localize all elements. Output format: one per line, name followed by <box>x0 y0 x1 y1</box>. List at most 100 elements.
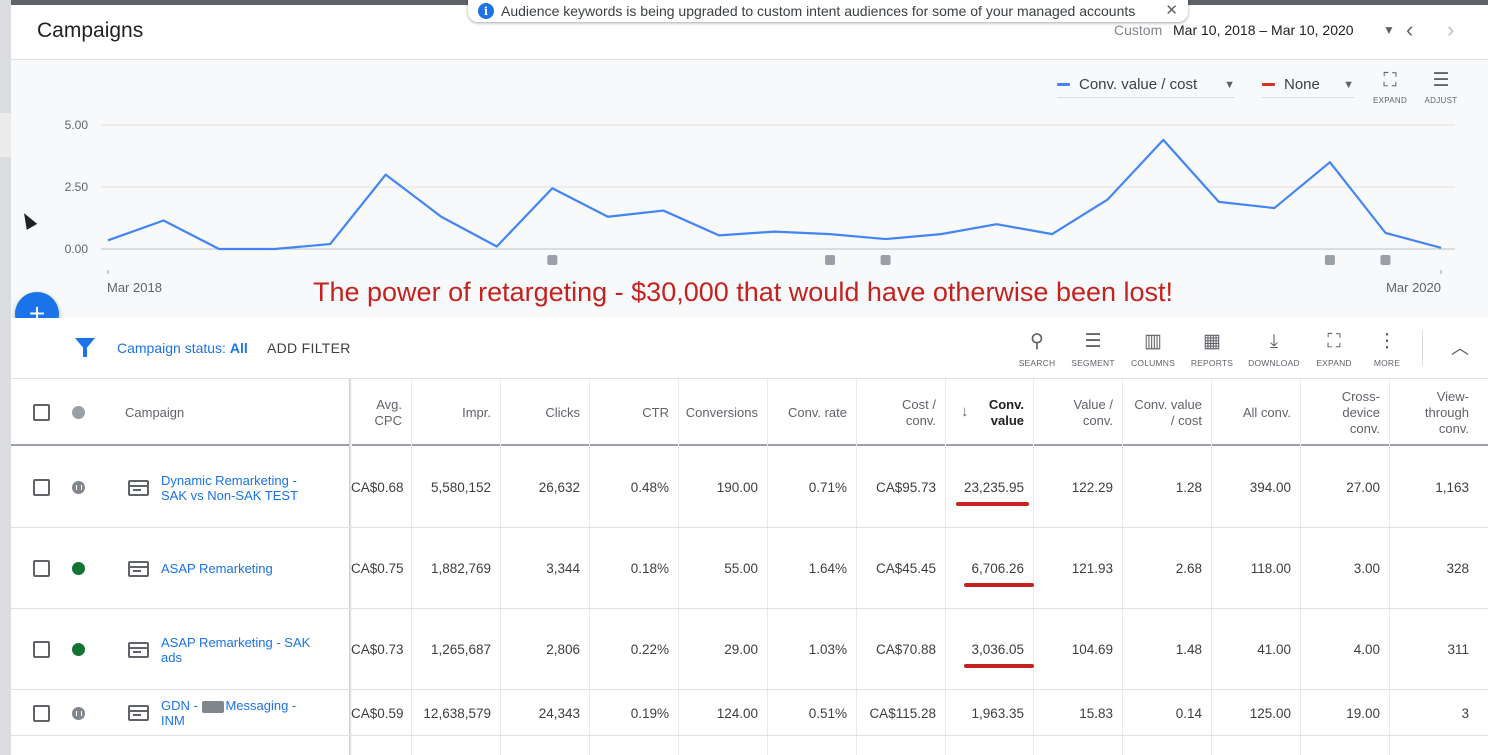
table-row[interactable]: ASAP Remarketing CA$0.75 1,882,769 3,344 0.1… <box>11 528 1488 609</box>
paused-status-icon[interactable] <box>72 706 85 720</box>
notification-text: Audience keywords is being upgraded to c… <box>501 3 1136 19</box>
column-header-ctr[interactable]: CTR <box>642 404 669 420</box>
download-icon: ⤓ <box>1269 331 1279 352</box>
column-divider <box>1033 379 1034 755</box>
cell-value: 3,036.05 <box>971 642 1024 657</box>
table-row[interactable]: ASAP Remarketing - SAK ads CA$0.73 1,265,6… <box>11 609 1488 690</box>
arrow-down-icon[interactable]: ↓ <box>961 403 969 420</box>
column-header-clicks[interactable]: Clicks <box>545 404 580 420</box>
column-header-conv-rate[interactable]: Conv. rate <box>787 404 847 420</box>
cell-value: 1,265,687 <box>430 642 491 657</box>
cell-value: 122.29 <box>1071 480 1113 495</box>
column-header-conv-value[interactable]: Conv. value <box>988 396 1024 428</box>
column-header-cost-conv[interactable]: Cost / conv. <box>902 396 936 428</box>
cell-conversions: 29.00 <box>678 609 767 690</box>
filter-icon[interactable] <box>75 338 95 357</box>
cell-ctr: 0.48% <box>589 447 678 528</box>
cell-value: 311 <box>1447 642 1469 657</box>
campaign-type-cell <box>128 609 158 690</box>
cell-value: 0.14 <box>1175 705 1202 721</box>
cell-conv-value-cost: 1.48 <box>1122 609 1211 690</box>
table-row[interactable]: GDN - Messaging - INM CA$0.59 12,638,579 24… <box>11 690 1488 736</box>
chevron-right-icon[interactable]: › <box>1447 17 1455 42</box>
toolbar-expand-button[interactable]: ⛶ EXPAND <box>1306 330 1362 368</box>
cell-value: CA$45.45 <box>875 561 936 576</box>
campaign-name-link[interactable]: Dynamic Remarketing - SAK vs Non-SAK TES… <box>161 472 299 503</box>
cell-value: CA$115.28 <box>869 705 936 721</box>
column-header-cross-device[interactable]: Cross-device conv. <box>1341 388 1380 436</box>
column-header-all-conv[interactable]: All conv. <box>1242 404 1291 420</box>
toolbar-divider <box>1422 330 1423 366</box>
cell-all-conv: 394.00 <box>1211 447 1300 528</box>
select-all-checkbox[interactable] <box>33 404 50 421</box>
row-checkbox[interactable] <box>33 479 50 496</box>
highlight-underline <box>956 501 1029 506</box>
metric-selector-label: None <box>1284 76 1320 93</box>
campaign-name-cell: Dynamic Remarketing - SAK vs Non-SAK TES… <box>161 447 331 528</box>
row-checkbox[interactable] <box>33 641 50 658</box>
cell-ctr: 0.22% <box>589 609 678 690</box>
toolbar-columns-button[interactable]: ▥ COLUMNS <box>1125 330 1181 368</box>
cell-value: 0.22% <box>630 642 669 657</box>
column-header-view-through[interactable]: View-through conv. <box>1424 388 1469 436</box>
cell-cross-device: 19.00 <box>1300 690 1389 736</box>
cell-ctr: 0.18% <box>589 528 678 609</box>
campaigns-table: Campaign Avg. CPC Impr. Clicks CTR Conve… <box>11 378 1488 755</box>
column-header-conv-value-cost[interactable]: Conv. value / cost <box>1134 396 1202 428</box>
cell-value: 2.68 <box>1175 561 1202 576</box>
redacted-text <box>202 700 225 713</box>
column-divider <box>856 379 857 755</box>
highlight-underline <box>964 582 1034 587</box>
campaign-name-link[interactable]: ASAP Remarketing - SAK ads <box>161 634 311 665</box>
expand-chart-button[interactable]: ⛶ EXPAND <box>1370 70 1410 105</box>
chevron-left-icon[interactable]: ‹ <box>1406 17 1414 42</box>
column-header-impr[interactable]: Impr. <box>462 404 491 420</box>
metric-selector-primary[interactable]: Conv. value / cost ▼ <box>1057 72 1235 98</box>
column-divider <box>349 379 352 755</box>
column-header-avg-cpc[interactable]: Avg. CPC <box>374 396 402 428</box>
column-header-conversions[interactable]: Conversions <box>685 404 758 420</box>
cell-value: 3 <box>1461 705 1469 721</box>
toolbar-download-button[interactable]: ⤓ DOWNLOAD <box>1246 330 1302 368</box>
display-campaign-icon <box>128 560 149 577</box>
campaign-name-link[interactable]: GDN - Messaging - INM <box>161 698 322 728</box>
campaign-name-link[interactable]: ASAP Remarketing <box>161 561 273 576</box>
chevron-up-icon[interactable]: ︿ <box>1451 338 1469 358</box>
column-header-value-conv[interactable]: Value / conv. <box>1073 396 1113 428</box>
display-campaign-icon <box>128 479 149 496</box>
paused-status-icon[interactable] <box>72 481 85 494</box>
metric-selector-secondary[interactable]: None ▼ <box>1262 72 1354 98</box>
toolbar-more-button[interactable]: ⋮ MORE <box>1359 330 1415 368</box>
cell-value: 2,806 <box>546 642 580 657</box>
table-row[interactable]: Dynamic Remarketing - SAK vs Non-SAK TES… <box>11 447 1488 528</box>
row-checkbox[interactable] <box>33 560 50 577</box>
toolbar-search-button[interactable]: ⚲ SEARCH <box>1009 330 1065 368</box>
cell-view-through: 328 <box>1389 528 1478 609</box>
status-cell <box>72 528 102 609</box>
cell-conv-rate: 1.64% <box>767 528 856 609</box>
toolbar-segment-button[interactable]: ☰ SEGMENT <box>1065 330 1121 368</box>
toolbar-label: DOWNLOAD <box>1248 358 1300 368</box>
cell-value: 4.00 <box>1353 642 1380 657</box>
add-filter-button[interactable]: ADD FILTER <box>267 340 351 356</box>
chevron-down-icon[interactable]: ▼ <box>1383 23 1395 37</box>
adjust-chart-button[interactable]: ☰ ADJUST <box>1421 70 1461 105</box>
column-divider <box>945 379 946 755</box>
column-divider <box>767 379 768 755</box>
cell-cost-conv: CA$95.73 <box>856 447 945 528</box>
date-range-selector[interactable]: Mar 10, 2018 – Mar 10, 2020 <box>1173 22 1354 38</box>
enabled-status-icon[interactable] <box>72 643 85 656</box>
toolbar-reports-button[interactable]: ▦ REPORTS <box>1184 330 1240 368</box>
status-dot-icon <box>72 406 85 419</box>
column-header-campaign[interactable]: Campaign <box>125 404 185 420</box>
enabled-status-icon[interactable] <box>72 562 85 575</box>
column-divider <box>411 379 412 755</box>
close-icon[interactable]: ✕ <box>1165 2 1178 19</box>
search-icon: ⚲ <box>1030 331 1044 352</box>
row-checkbox[interactable] <box>33 704 50 722</box>
campaign-status-filter[interactable]: Campaign status: All <box>117 340 248 356</box>
side-panel-handle[interactable] <box>0 113 11 157</box>
cell-value: 3.00 <box>1353 561 1380 576</box>
cell-ctr: 0.19% <box>589 690 678 736</box>
cell-all-conv: 118.00 <box>1211 528 1300 609</box>
